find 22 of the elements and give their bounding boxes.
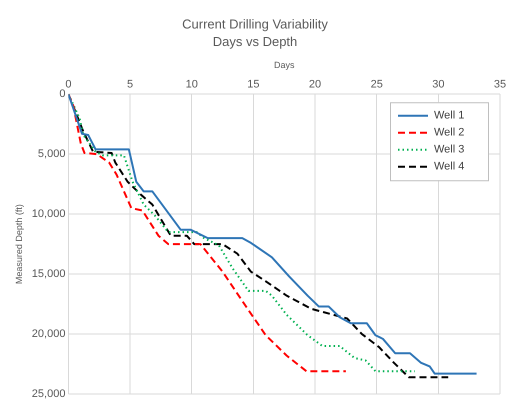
x-tick-label: 30 [432, 78, 444, 91]
chart-title: Current Drilling Variability [182, 16, 328, 32]
x-tick-label: 5 [127, 78, 134, 91]
y-tick-label: 10,000 [32, 208, 66, 220]
line-series [68, 94, 347, 372]
x-axis-title: Days [274, 60, 295, 70]
chart-subtitle: Days vs Depth [212, 34, 298, 49]
y-axis-title: Measured Depth (ft) [14, 204, 24, 284]
legend-label: Well 4 [434, 160, 464, 173]
legend-label: Well 3 [434, 144, 464, 156]
y-tick-label: 0 [59, 88, 66, 100]
x-tick-label: 20 [308, 78, 322, 91]
y-tick-label: 20,000 [32, 328, 66, 340]
x-tick-label: 35 [494, 78, 506, 91]
legend-label: Well 2 [434, 126, 464, 139]
y-tick-label: 25,000 [32, 388, 66, 400]
x-tick-label: 15 [247, 78, 260, 91]
x-tick-label: 25 [370, 78, 383, 91]
x-tick-label: 10 [186, 78, 198, 91]
y-tick-label: 15,000 [32, 268, 66, 280]
y-tick-label: 5,000 [38, 148, 66, 160]
legend-label: Well 1 [434, 110, 464, 122]
